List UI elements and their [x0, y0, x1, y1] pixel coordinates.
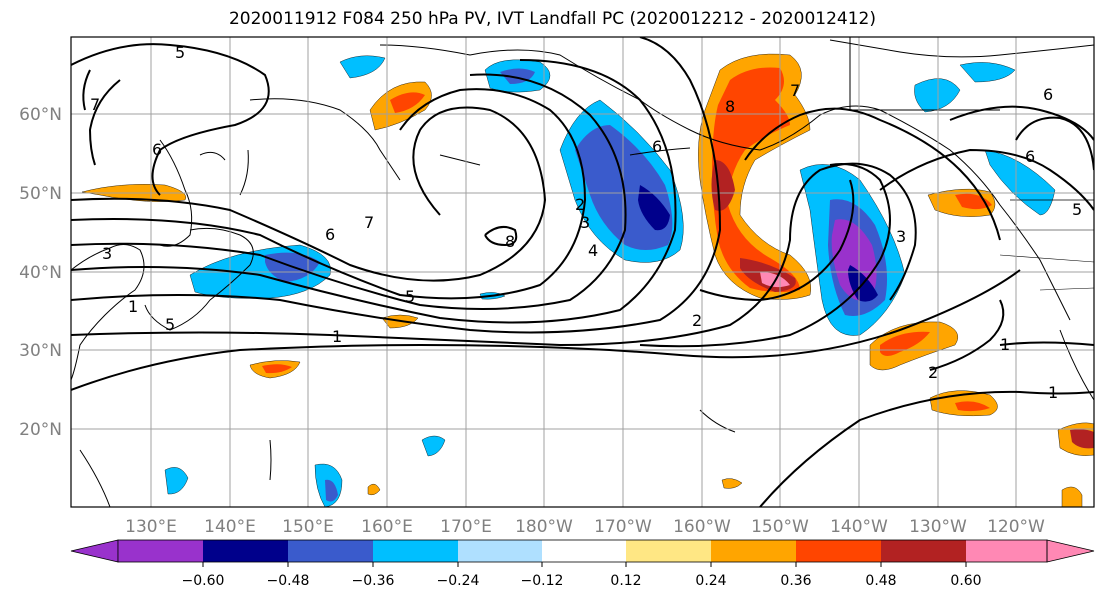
colorbar-bin	[288, 540, 373, 562]
contour-label: 8	[725, 97, 735, 116]
colorbar-bin	[542, 540, 626, 562]
colorbar-bin	[118, 540, 203, 562]
contour-label: 2	[692, 311, 702, 330]
contour-label: 6	[325, 225, 335, 244]
colorbar-bin	[458, 540, 542, 562]
colorbar-tick-label: 0.36	[780, 573, 811, 589]
shade-positive	[1070, 429, 1094, 449]
contour-label: 8	[505, 232, 515, 251]
colorbar-ticks	[202, 562, 967, 567]
shade-positive	[721, 478, 743, 489]
lon-label: 140°W	[830, 517, 888, 537]
colorbar-tick-label: −0.12	[521, 573, 564, 589]
contour-labels: 5 7 6 7 6 5 3 1 1 8 8 6 2 3 4 6 7 3 2 6 …	[90, 43, 1082, 402]
colorbar-frame	[117, 539, 1048, 563]
longitude-labels: 130°E 140°E 150°E 160°E 170°E 180°W 170°…	[125, 517, 1045, 537]
shade-positive	[1061, 486, 1083, 507]
colorbar-tick-label: 0.60	[950, 573, 981, 589]
shade-positive	[390, 92, 425, 113]
contour-label: 3	[896, 227, 906, 246]
colorbar-bin	[796, 540, 881, 562]
shade-negative	[325, 479, 338, 502]
lon-label: 170°E	[440, 517, 492, 537]
lat-label: 30°N	[19, 341, 62, 361]
colorbar-tick-label: 0.48	[865, 573, 896, 589]
lat-label: 50°N	[19, 184, 62, 204]
colorbar-bin	[626, 540, 711, 562]
contour-label: 1	[332, 327, 342, 346]
shade-positive	[367, 483, 381, 496]
contour-label: 5	[175, 43, 185, 62]
contour-label: 6	[152, 140, 162, 159]
shade-negative	[421, 435, 446, 457]
ivt-contours	[71, 37, 1094, 507]
colorbar-tick-label: −0.36	[352, 573, 395, 589]
lon-label: 160°E	[361, 517, 413, 537]
lat-label: 20°N	[19, 420, 62, 440]
contour-label: 6	[1025, 147, 1035, 166]
colorbar-bin	[711, 540, 796, 562]
colorbar-tick-label: 0.24	[695, 573, 726, 589]
shade-negative	[339, 55, 386, 79]
lat-label: 60°N	[19, 105, 62, 125]
lon-label: 130°W	[909, 517, 967, 537]
shade-negative	[164, 467, 189, 495]
shade-negative	[914, 78, 961, 113]
contour-label: 5	[165, 315, 175, 334]
contour-label: 6	[652, 137, 662, 156]
lon-label: 160°W	[673, 517, 731, 537]
contour-label: 3	[102, 244, 112, 263]
latitude-labels: 60°N 50°N 40°N 30°N 20°N	[19, 105, 62, 440]
colorbar-extend-high	[1046, 539, 1095, 563]
contour-label: 7	[364, 213, 374, 232]
lat-label: 40°N	[19, 263, 62, 283]
shade-negative	[959, 62, 1016, 83]
colorbar-extend-low	[70, 539, 119, 563]
lon-label: 180°W	[515, 517, 573, 537]
shade-positive	[869, 321, 959, 371]
colorbar-bin	[203, 540, 288, 562]
colorbar-bin	[966, 540, 1047, 562]
lon-label: 150°W	[751, 517, 809, 537]
contour-label: 6	[1043, 85, 1053, 104]
contour-label: 5	[1072, 200, 1082, 219]
shade-negative	[638, 185, 670, 231]
contour-label: 1	[128, 297, 138, 316]
shade-positive	[712, 67, 800, 293]
contour-label: 2	[928, 363, 938, 382]
map-title: 2020011912 F084 250 hPa PV, IVT Landfall…	[228, 9, 876, 29]
shade-negative	[984, 149, 1056, 216]
lon-label: 150°E	[282, 517, 334, 537]
contour-label: 1	[1000, 335, 1010, 354]
lon-label: 140°E	[204, 517, 256, 537]
colorbar-tick-label: −0.48	[267, 573, 310, 589]
colorbar-tick-label: 0.12	[610, 573, 641, 589]
map-frame	[70, 36, 1095, 508]
shade-positive	[262, 364, 292, 374]
contour-label: 4	[588, 241, 598, 260]
shade-positive	[955, 401, 990, 412]
colorbar-bin	[881, 540, 966, 562]
contour-label: 3	[580, 213, 590, 232]
colorbar-bin	[373, 540, 458, 562]
contour-label: 1	[1048, 383, 1058, 402]
colorbar-tick-label: −0.24	[437, 573, 480, 589]
contour-label: 7	[90, 95, 100, 114]
colorbar: −0.60 −0.48 −0.36 −0.24 −0.12 0.12 0.24 …	[70, 539, 1095, 589]
colorbar-tick-label: −0.60	[182, 573, 225, 589]
lon-label: 130°E	[125, 517, 177, 537]
contour-label: 5	[405, 287, 415, 306]
lon-label: 120°W	[987, 517, 1045, 537]
contour-label: 7	[790, 81, 800, 100]
lon-label: 170°W	[594, 517, 652, 537]
contour-label: 2	[575, 195, 585, 214]
